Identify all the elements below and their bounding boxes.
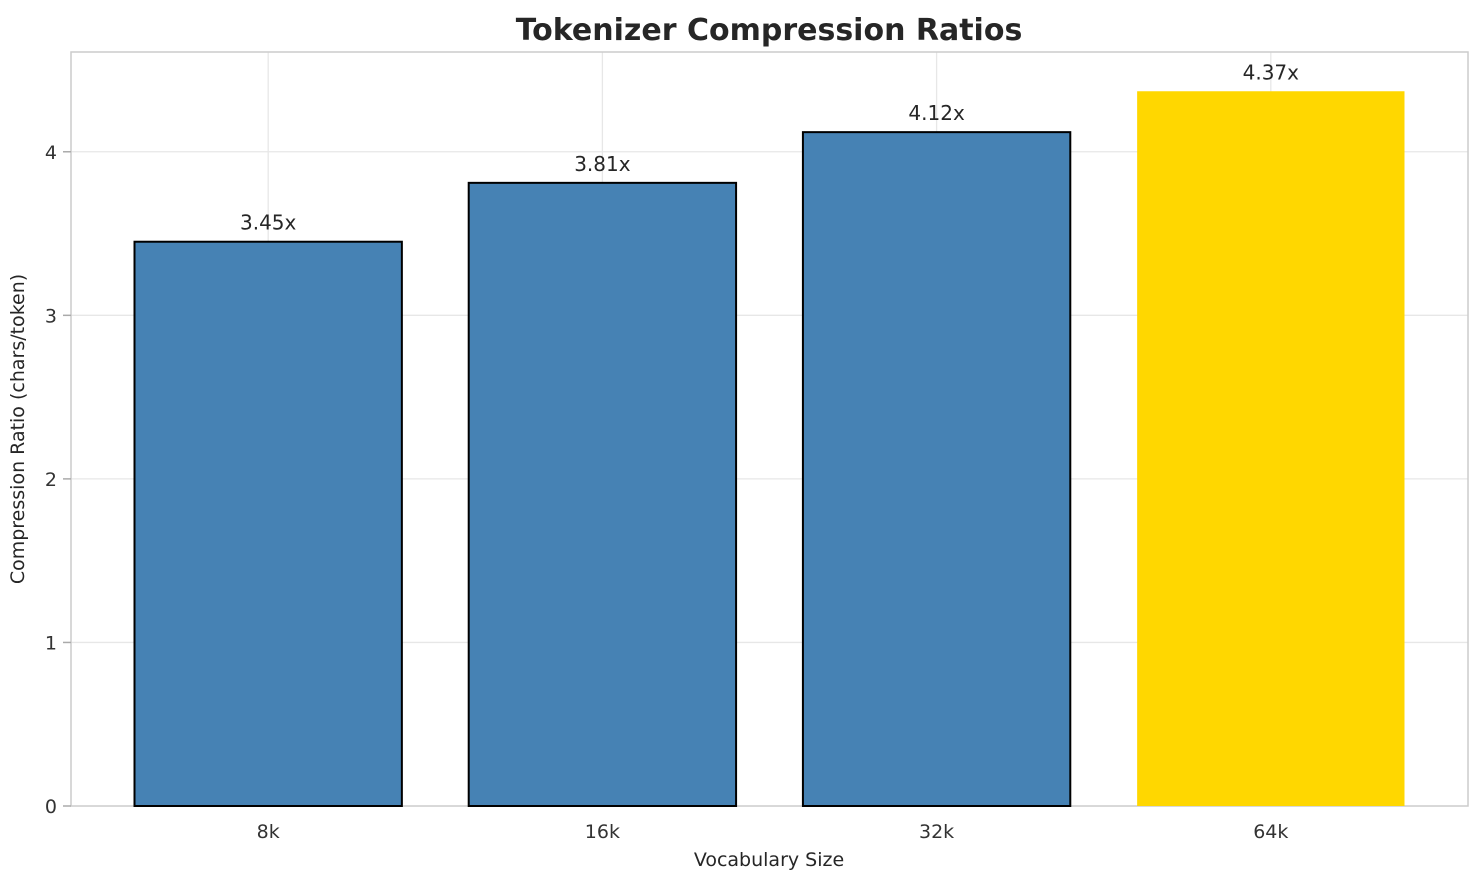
y-axis-tick-labels: 0 1 2 3 4 bbox=[45, 142, 57, 818]
bar-64k bbox=[1137, 91, 1405, 807]
bar-value-label: 3.45x bbox=[240, 211, 297, 235]
x-axis-tick-labels: 8k 16k 32k 64k bbox=[257, 821, 1289, 843]
chart-title: Tokenizer Compression Ratios bbox=[516, 13, 1023, 48]
bar-8k bbox=[133, 240, 403, 807]
bar-value-label: 3.81x bbox=[574, 152, 631, 176]
x-axis-label: Vocabulary Size bbox=[694, 849, 844, 871]
plot-border bbox=[70, 51, 1469, 807]
y-axis-label: Compression Ratio (chars/token) bbox=[7, 274, 29, 584]
y-tick-label: 1 bbox=[45, 632, 57, 654]
bar-value-label: 4.12x bbox=[908, 101, 965, 125]
y-tick-label: 2 bbox=[45, 469, 57, 491]
y-tick-label: 3 bbox=[45, 305, 57, 327]
bar-value-label: 4.37x bbox=[1243, 60, 1300, 84]
y-tick-label: 4 bbox=[45, 142, 57, 164]
x-tick-label: 32k bbox=[919, 821, 954, 843]
bar-32k bbox=[801, 131, 1072, 807]
bar-16k bbox=[467, 181, 738, 807]
x-tick-label: 64k bbox=[1253, 821, 1288, 843]
y-tick-label: 0 bbox=[45, 796, 57, 818]
x-tick-label: 16k bbox=[585, 821, 620, 843]
bars-group bbox=[133, 91, 1405, 807]
axis-tick-marks bbox=[63, 151, 71, 807]
bar-value-labels: 3.45x 3.81x 4.12x 4.37x bbox=[240, 60, 1299, 234]
x-tick-label: 8k bbox=[257, 821, 280, 843]
